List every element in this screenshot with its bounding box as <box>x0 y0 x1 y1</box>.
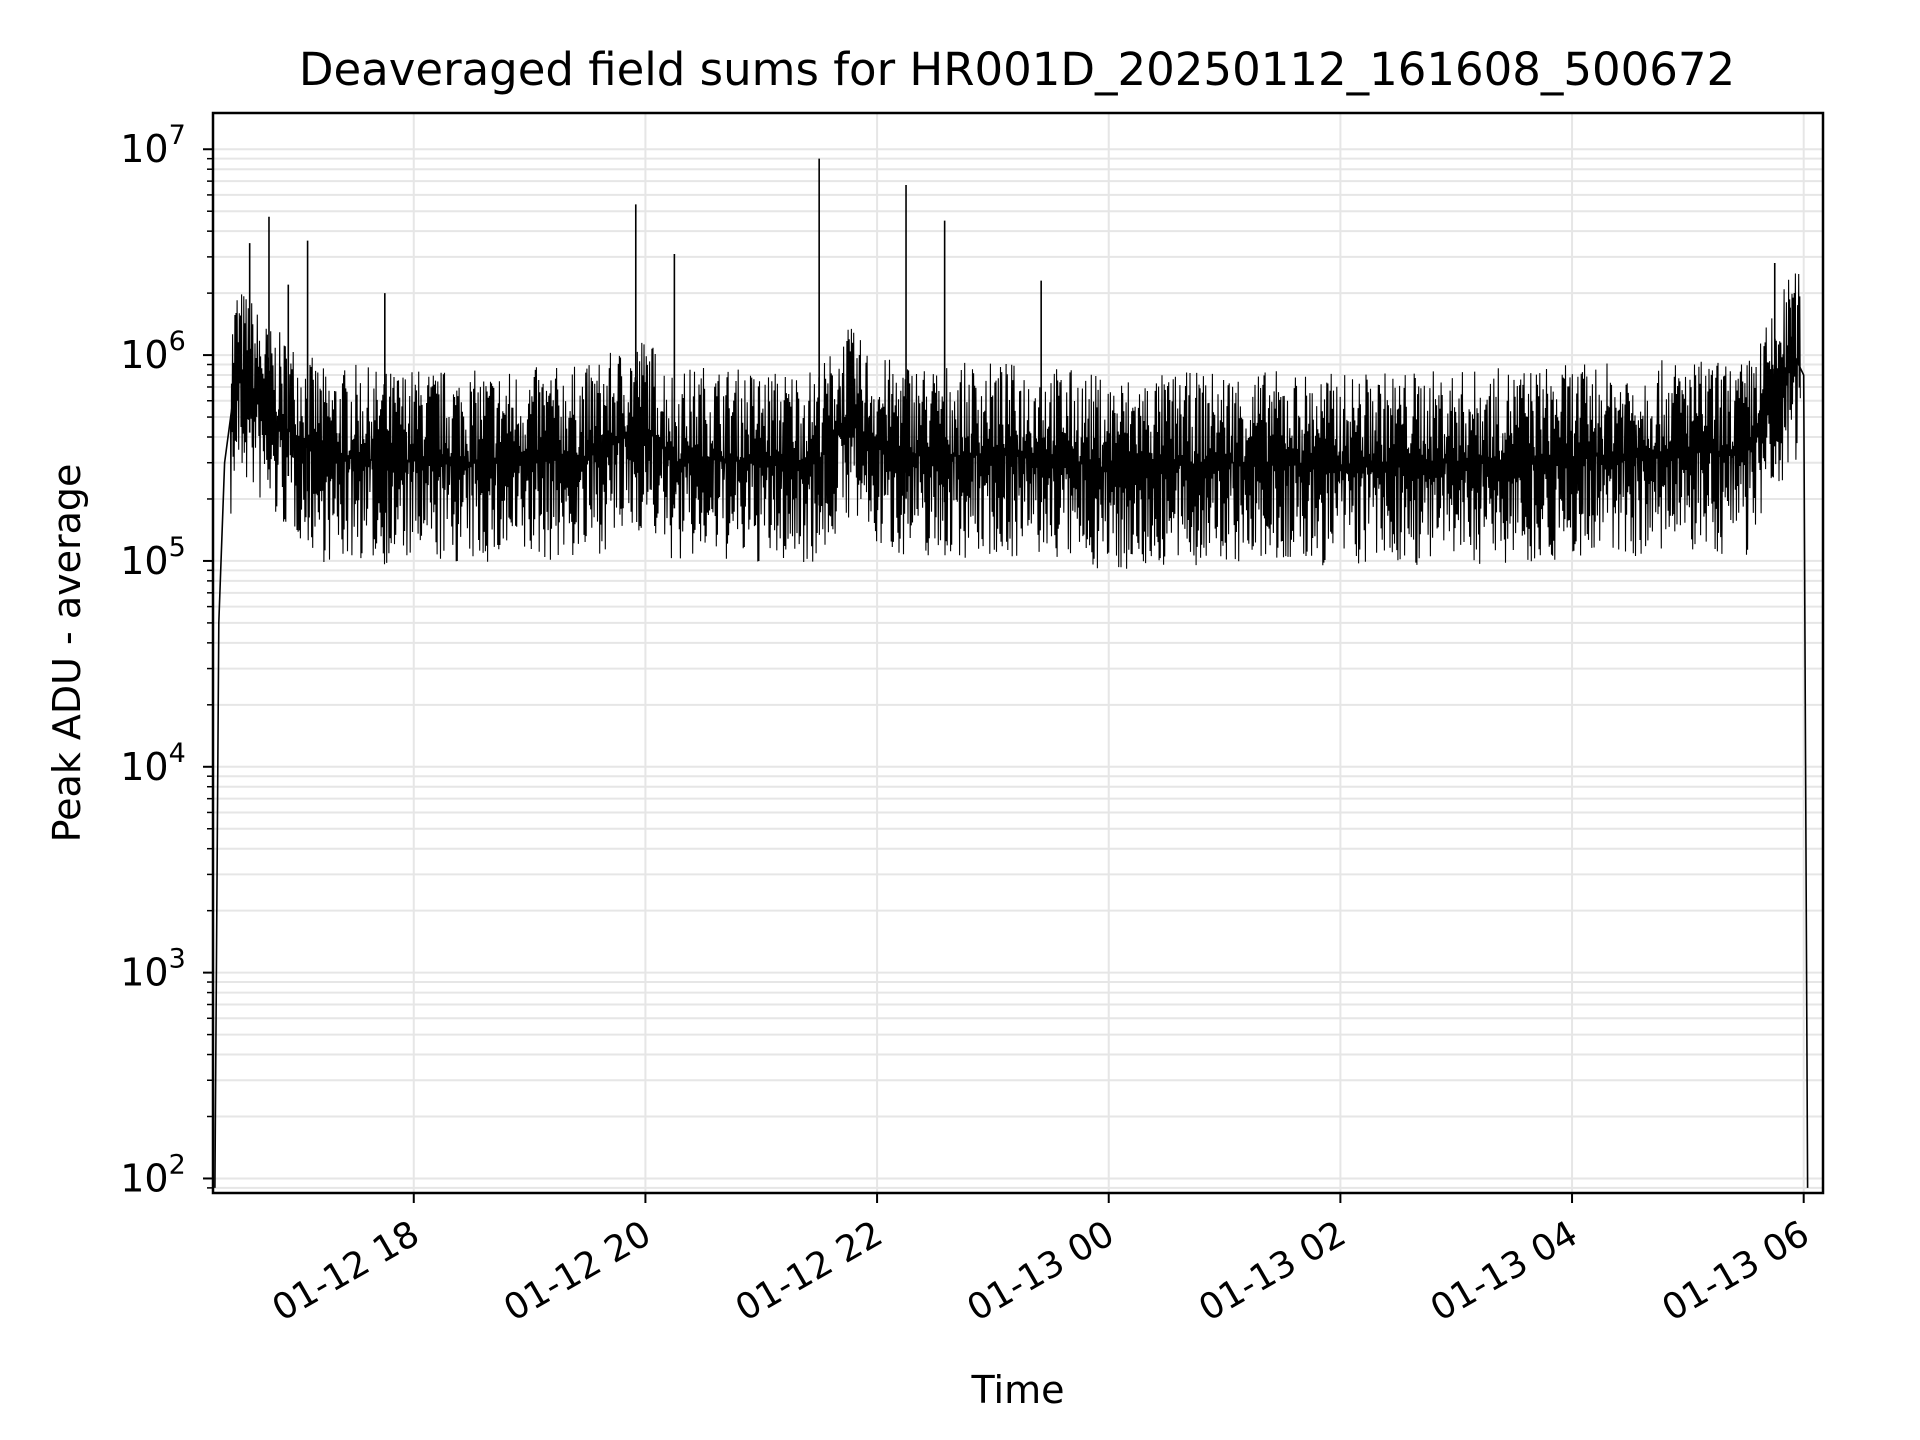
x-axis-label: Time <box>971 1368 1065 1412</box>
y-tick-exponent: 4 <box>169 738 186 769</box>
plot-frame <box>211 111 1825 1195</box>
y-tick-exponent: 2 <box>169 1149 186 1180</box>
y-axis-label: Peak ADU - average <box>45 464 89 843</box>
y-tick-exponent: 5 <box>169 532 186 563</box>
y-tick-exponent: 3 <box>169 944 186 975</box>
grid-layer <box>213 113 1823 1193</box>
y-tick-label: 103 <box>120 944 186 995</box>
series-noise <box>229 273 1801 569</box>
line-layer <box>214 158 1809 1188</box>
chart-title: Deaveraged field sums for HR001D_2025011… <box>299 43 1735 96</box>
y-tick-exponent: 6 <box>169 326 186 357</box>
y-tick-label: 105 <box>120 532 186 583</box>
y-tick-exponent: 7 <box>169 120 186 151</box>
